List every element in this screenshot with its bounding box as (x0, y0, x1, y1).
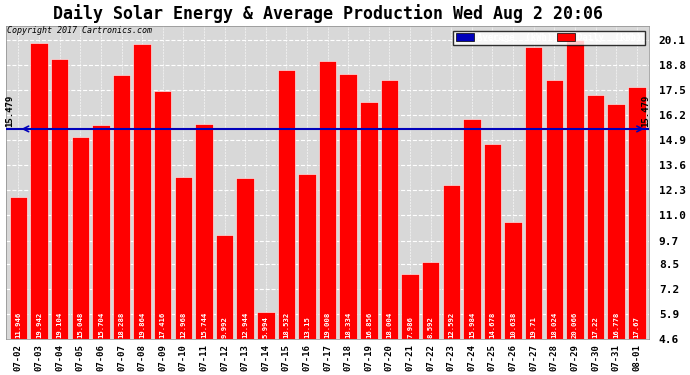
Text: 14.678: 14.678 (489, 311, 495, 338)
Bar (381, 80, 398, 339)
Bar (360, 102, 377, 339)
Bar (175, 177, 192, 339)
Bar (628, 87, 646, 339)
Text: 16.856: 16.856 (366, 311, 372, 338)
Bar (546, 80, 563, 339)
Text: 19.008: 19.008 (324, 311, 331, 338)
Bar (216, 235, 233, 339)
Bar (504, 222, 522, 339)
Text: 19.942: 19.942 (36, 311, 42, 338)
Title: Daily Solar Energy & Average Production Wed Aug 2 20:06: Daily Solar Energy & Average Production … (52, 4, 602, 23)
Bar (402, 274, 419, 339)
Bar (586, 95, 604, 339)
Text: 19.71: 19.71 (531, 316, 537, 338)
Text: 15.984: 15.984 (469, 311, 475, 338)
Text: 17.67: 17.67 (633, 316, 640, 338)
Text: 5.994: 5.994 (263, 316, 269, 338)
Bar (339, 74, 357, 339)
Bar (154, 92, 172, 339)
Text: 19.864: 19.864 (139, 311, 145, 338)
Bar (195, 124, 213, 339)
Legend: Average  (kWh), Daily  (kWh): Average (kWh), Daily (kWh) (453, 31, 644, 45)
Text: 7.986: 7.986 (407, 316, 413, 338)
Text: 15.479: 15.479 (5, 95, 14, 127)
Text: 15.704: 15.704 (98, 311, 104, 338)
Bar (277, 70, 295, 339)
Bar (484, 144, 501, 339)
Text: 20.066: 20.066 (572, 311, 578, 338)
Text: 18.004: 18.004 (386, 311, 393, 338)
Text: 9.992: 9.992 (221, 316, 228, 338)
Bar (298, 174, 316, 339)
Text: 15.048: 15.048 (77, 311, 83, 338)
Bar (30, 43, 48, 339)
Bar (463, 119, 481, 339)
Text: 17.416: 17.416 (159, 311, 166, 338)
Bar (442, 184, 460, 339)
Text: 18.334: 18.334 (345, 311, 351, 338)
Text: 16.778: 16.778 (613, 311, 619, 338)
Text: 18.288: 18.288 (119, 311, 124, 338)
Bar (319, 61, 336, 339)
Bar (237, 178, 254, 339)
Text: 12.968: 12.968 (180, 311, 186, 338)
Text: 11.946: 11.946 (15, 311, 21, 338)
Text: 13.15: 13.15 (304, 316, 310, 338)
Bar (257, 312, 275, 339)
Bar (92, 124, 110, 339)
Bar (51, 59, 68, 339)
Text: 15.744: 15.744 (201, 311, 207, 338)
Text: 12.944: 12.944 (242, 311, 248, 338)
Text: Copyright 2017 Cartronics.com: Copyright 2017 Cartronics.com (7, 26, 152, 35)
Bar (112, 75, 130, 339)
Text: 18.024: 18.024 (551, 311, 558, 338)
Bar (607, 104, 625, 339)
Text: 15.479: 15.479 (642, 95, 651, 127)
Bar (525, 47, 542, 339)
Text: 19.104: 19.104 (57, 311, 63, 338)
Text: 8.592: 8.592 (428, 316, 433, 338)
Bar (566, 40, 584, 339)
Text: 10.638: 10.638 (510, 311, 516, 338)
Bar (133, 44, 151, 339)
Text: 12.592: 12.592 (448, 311, 454, 338)
Text: 18.532: 18.532 (284, 311, 289, 338)
Bar (422, 262, 440, 339)
Bar (72, 137, 89, 339)
Text: 17.22: 17.22 (593, 316, 598, 338)
Bar (10, 197, 27, 339)
